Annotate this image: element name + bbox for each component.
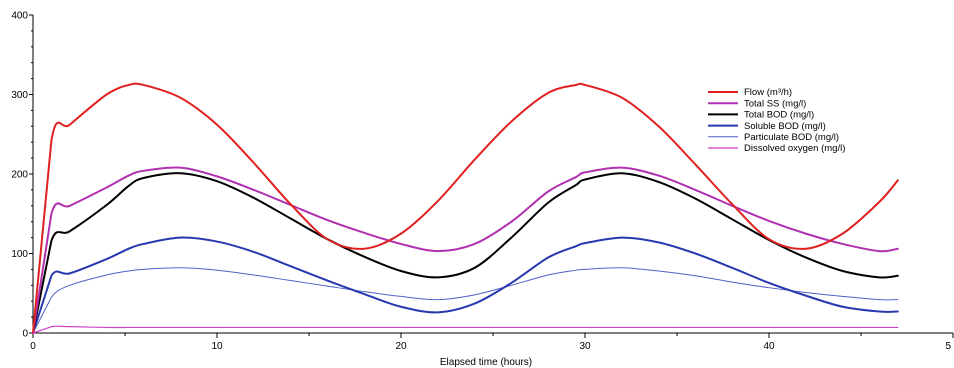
legend-label: Total SS (mg/l) <box>744 98 806 109</box>
legend-label: Total BOD (mg/l) <box>744 110 814 121</box>
x-tick-label: 30 <box>579 341 591 352</box>
x-tick-label: 10 <box>211 341 223 352</box>
x-tick-label: 5 <box>945 341 951 352</box>
legend-label: Flow (m³/h) <box>744 87 792 98</box>
legend: Flow (m³/h)Total SS (mg/l)Total BOD (mg/… <box>708 87 845 154</box>
y-tick-label: 200 <box>11 170 28 181</box>
legend-label: Soluble BOD (mg/l) <box>744 121 826 132</box>
series-line-6 <box>32 325 899 334</box>
x-axis-title: Elapsed time (hours) <box>440 357 532 368</box>
x-tick-label: 40 <box>763 341 775 352</box>
legend-label: Dissolved oxygen (mg/l) <box>744 143 845 154</box>
series-line-5 <box>32 267 899 334</box>
y-tick-label: 400 <box>11 11 28 22</box>
y-tick-label: 0 <box>22 329 28 340</box>
x-tick-label: 0 <box>30 341 36 352</box>
y-tick-label: 300 <box>11 90 28 101</box>
legend-label: Particulate BOD (mg/l) <box>744 132 839 143</box>
series-line-4 <box>32 236 899 334</box>
series-line-3 <box>32 172 899 334</box>
x-tick-label: 20 <box>395 341 407 352</box>
series-lines <box>32 82 899 334</box>
series-line-1 <box>32 82 899 334</box>
series-line-2 <box>32 166 899 334</box>
axes: 0 100 200 300 400 0 10 20 30 40 5 <box>11 11 954 352</box>
y-tick-label: 100 <box>11 249 28 260</box>
